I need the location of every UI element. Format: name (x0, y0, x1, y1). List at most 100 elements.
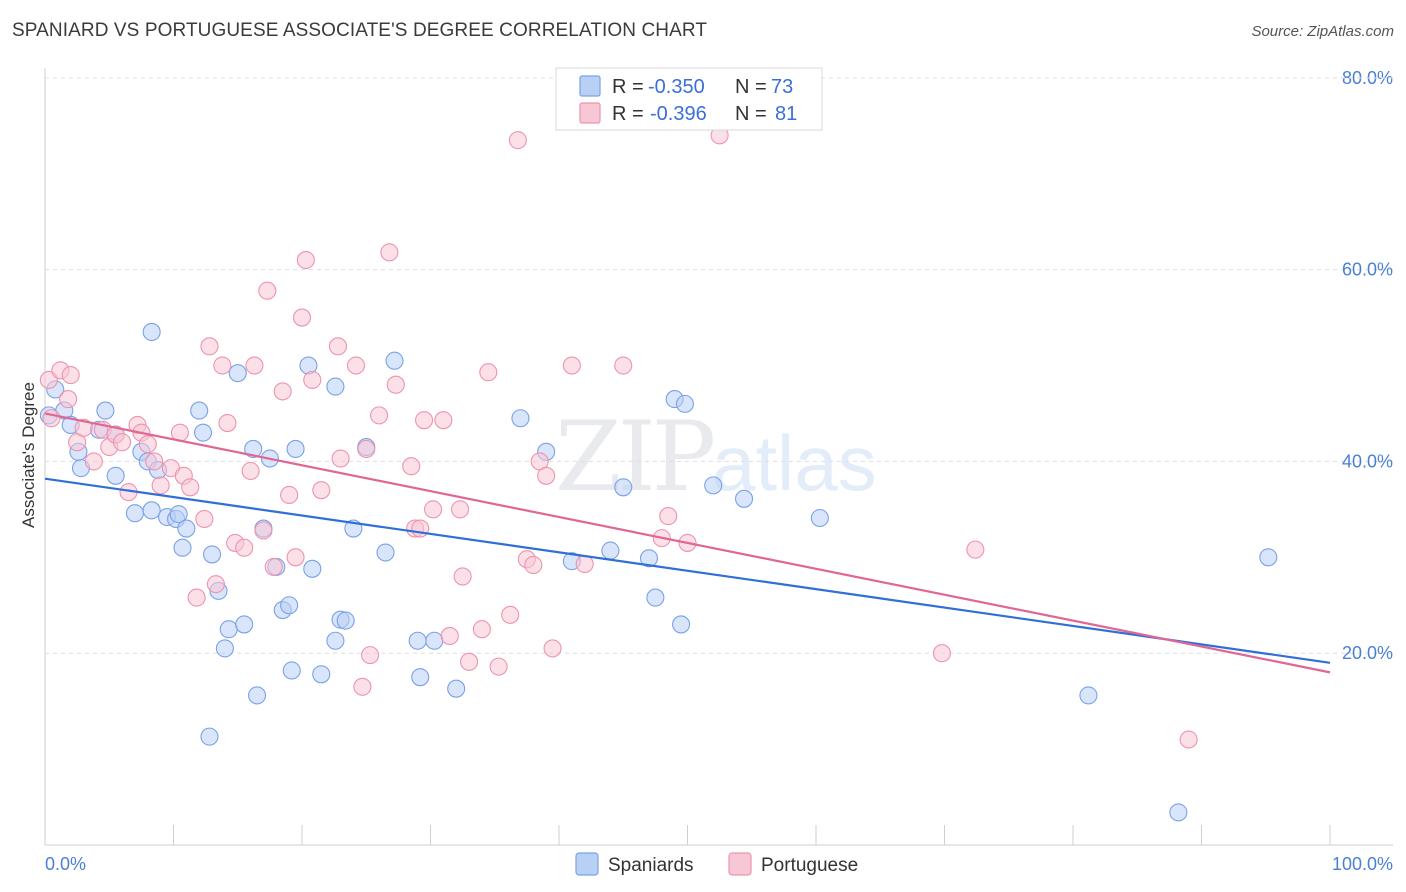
point-spaniards (282, 661, 301, 680)
point-portuguese (241, 461, 260, 481)
legend-n-value-2: 81 (775, 103, 797, 125)
point-spaniards (1169, 803, 1188, 822)
point-portuguese (138, 435, 157, 454)
point-spaniards (447, 679, 466, 698)
point-portuguese (218, 414, 237, 433)
legend-r-value-2: -0.396 (650, 103, 707, 125)
point-portuguese (187, 588, 206, 607)
point-portuguese (331, 449, 350, 468)
point-portuguese (258, 281, 277, 300)
point-portuguese (411, 519, 430, 538)
point-portuguese (537, 466, 556, 485)
watermark-zip: ZIP (555, 401, 714, 513)
trend-line-spaniards (44, 477, 1331, 664)
point-portuguese (113, 433, 132, 452)
point-spaniards (280, 596, 299, 615)
point-spaniards (125, 504, 144, 523)
point-portuguese (440, 626, 459, 645)
legend-n-value-1: 73 (771, 76, 793, 98)
chart-title: SPANIARD VS PORTUGUESE ASSOCIATE'S DEGRE… (12, 20, 708, 41)
legend-n-label-1: N = (735, 76, 767, 98)
legend-r-label-1: R = (612, 76, 644, 98)
point-portuguese (206, 575, 225, 594)
legend-n-label-2: N = (735, 103, 767, 125)
point-portuguese (346, 356, 366, 375)
point-portuguese (286, 548, 305, 567)
point-portuguese (472, 620, 491, 639)
point-portuguese (524, 555, 543, 575)
point-spaniards (190, 401, 209, 420)
y-tick-label: 60.0% (1342, 260, 1393, 280)
stats-legend: R = -0.350 N = 73 R = -0.396 N = 81 (555, 67, 823, 131)
bottom-legend-swatch-portuguese (728, 852, 752, 876)
point-portuguese (181, 478, 200, 497)
point-portuguese (235, 538, 254, 557)
point-spaniards (672, 615, 691, 634)
point-spaniards (228, 364, 247, 383)
point-portuguese (39, 370, 58, 389)
source-note: Source: ZipAtlas.com (1251, 23, 1394, 40)
point-spaniards (247, 686, 267, 705)
axes: 0.0% 100.0% (44, 68, 1393, 874)
point-portuguese (370, 406, 389, 425)
point-portuguese (292, 308, 312, 327)
point-portuguese (61, 366, 80, 385)
point-spaniards (411, 668, 430, 687)
point-portuguese (380, 243, 399, 262)
point-spaniards (200, 727, 219, 746)
point-spaniards (177, 519, 196, 538)
point-portuguese (42, 409, 61, 428)
x-tick-label-end: 100.0% (1332, 854, 1393, 874)
bottom-legend: Spaniards Portuguese (575, 852, 858, 876)
point-portuguese (328, 337, 348, 356)
point-portuguese (245, 356, 264, 375)
point-spaniards (235, 615, 254, 634)
point-portuguese (415, 411, 434, 430)
point-portuguese (614, 356, 633, 375)
point-spaniards (675, 394, 694, 413)
point-portuguese (296, 250, 315, 270)
point-portuguese (213, 356, 232, 375)
point-portuguese (200, 337, 219, 356)
point-spaniards (286, 439, 305, 458)
point-spaniards (425, 631, 444, 650)
point-portuguese (280, 485, 299, 505)
point-portuguese (353, 677, 372, 696)
point-portuguese (508, 131, 527, 150)
bottom-legend-portuguese: Portuguese (761, 855, 858, 876)
point-portuguese (195, 509, 214, 528)
point-portuguese (459, 652, 479, 671)
point-portuguese (273, 382, 292, 401)
trend-lines (44, 412, 1331, 674)
point-portuguese (361, 646, 380, 665)
point-spaniards (1259, 548, 1278, 567)
point-spaniards (336, 611, 355, 630)
point-spaniards (639, 549, 659, 568)
point-spaniards (614, 478, 633, 497)
point-portuguese (254, 521, 273, 540)
point-spaniards (312, 665, 331, 684)
point-portuguese (501, 605, 520, 624)
watermark: ZIP atlas (555, 401, 877, 513)
point-spaniards (169, 505, 188, 524)
point-portuguese (402, 457, 421, 476)
y-tick-label: 40.0% (1342, 451, 1393, 471)
point-portuguese (312, 481, 331, 500)
legend-r-label-2: R = (612, 103, 644, 125)
point-portuguese (453, 567, 472, 586)
point-spaniards (385, 351, 404, 370)
point-spaniards (303, 559, 322, 578)
point-portuguese (264, 557, 283, 576)
legend-r-value-1: -0.350 (648, 76, 705, 98)
point-spaniards (326, 631, 345, 650)
point-portuguese (575, 554, 594, 574)
point-portuguese (451, 500, 470, 519)
point-portuguese (145, 452, 164, 471)
bottom-legend-spaniards: Spaniards (608, 855, 694, 876)
point-spaniards (601, 541, 620, 560)
point-portuguese (59, 390, 78, 409)
point-spaniards (1079, 686, 1098, 705)
data-points (39, 126, 1278, 822)
point-spaniards (244, 439, 263, 458)
